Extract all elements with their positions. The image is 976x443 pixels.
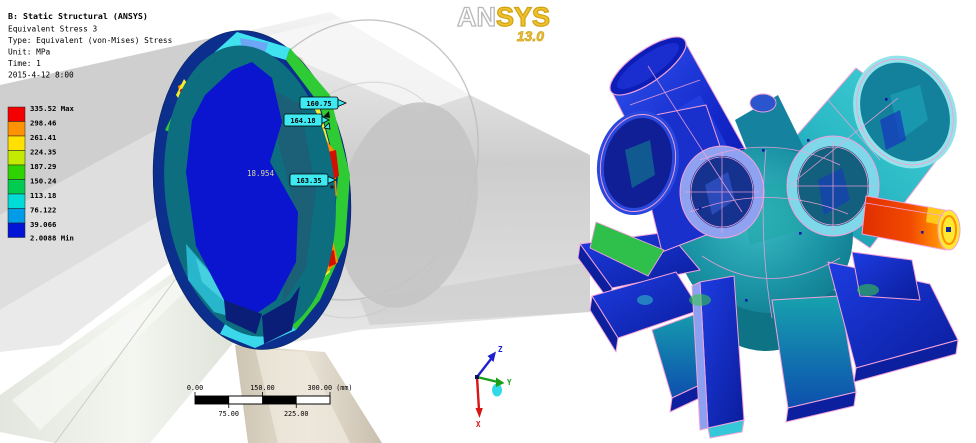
legend-swatch: [7, 193, 26, 209]
legend-label: 39.066: [30, 220, 56, 229]
orange-pin-tube: [861, 195, 961, 251]
legend-label: 76.122: [30, 206, 56, 215]
triad-ball: [492, 383, 502, 397]
legend-swatch: [7, 106, 26, 122]
logo-text-an: AN: [456, 2, 496, 32]
legend-swatch: [7, 164, 26, 180]
result-unit: Unit: MPa: [8, 48, 51, 57]
legend-label: 2.0088 Min: [30, 234, 74, 243]
triad-axis-x: X: [476, 420, 481, 429]
svg-text:160.75: 160.75: [306, 100, 331, 108]
legend-label: 224.35: [30, 148, 56, 157]
svg-text:164.18: 164.18: [290, 117, 315, 125]
scale-label: 300.00 (mm): [307, 384, 352, 392]
legend-label: 187.29: [30, 162, 56, 171]
result-name: Equivalent Stress 3: [8, 25, 97, 34]
legend-label: 298.46: [30, 119, 56, 128]
legend-swatch: [7, 150, 26, 166]
mesh-lines: [629, 65, 899, 319]
probe-label-2: 164.18: [283, 113, 331, 130]
scale-bar: 0.00 150.00 300.00 (mm) 75.00 225.00: [187, 384, 353, 418]
stress-patch: [152, 30, 352, 350]
gusset-fins: [577, 231, 959, 439]
legend-swatch: [7, 208, 26, 224]
logo-text-sys: SYS: [495, 2, 550, 32]
probe-label-3: 163.35: [289, 173, 337, 189]
legend-label: 261.41: [30, 133, 57, 142]
logo-version: 13.0: [516, 28, 544, 44]
svg-text:163.35: 163.35: [296, 177, 321, 185]
triad[interactable]: Z Y X: [475, 345, 512, 429]
result-datetime: 2015-4-12 8:00: [8, 71, 74, 80]
legend-swatch: [7, 135, 26, 151]
probe-annotations: 18.954 160.75 164.18 163.35: [247, 96, 347, 189]
right-viewport[interactable]: [577, 27, 972, 439]
legend-swatch: [7, 222, 26, 238]
surface-min-value: 18.954: [247, 169, 275, 178]
result-type: Type: Equivalent (von-Mises) Stress: [8, 36, 172, 45]
ansys-logo: ANSYS 13.0: [446, 2, 550, 44]
legend-swatch: [7, 121, 26, 137]
lower-brace-tube: [235, 345, 382, 443]
scale-label: 75.00: [219, 410, 239, 418]
legend-swatch: [7, 179, 26, 195]
result-title: B: Static Structural (ANSYS): [8, 11, 148, 21]
probe-label-1: 160.75: [299, 96, 347, 118]
legend-label: 150.24: [30, 177, 57, 186]
scale-label: 225.00: [284, 410, 309, 418]
scale-label: 0.00: [187, 384, 203, 392]
contour-legend: 335.52 Max 298.46 261.41 224.35 187.29 1…: [7, 104, 75, 243]
scale-label: 150.00: [250, 384, 275, 392]
result-info-block: B: Static Structural (ANSYS) Equivalent …: [8, 11, 172, 80]
left-viewport[interactable]: 18.954 160.75 164.18 163.35: [0, 0, 590, 443]
triad-axis-y: Y: [507, 378, 512, 387]
mesh-nodes: [617, 98, 924, 302]
legend-label: 335.52 Max: [30, 104, 75, 113]
legend-label: 113.18: [30, 191, 56, 200]
triad-axis-z: Z: [498, 345, 503, 354]
result-time: Time: 1: [8, 59, 41, 68]
